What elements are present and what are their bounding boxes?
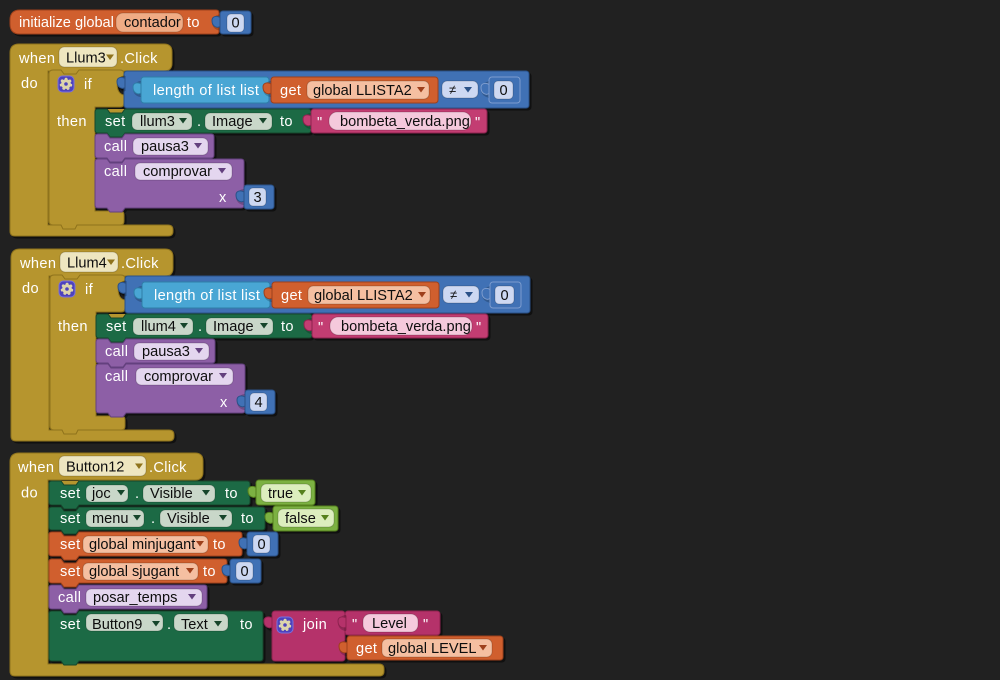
svg-text:when: when — [18, 51, 55, 67]
svg-text:to: to — [225, 486, 238, 502]
svg-text:call: call — [104, 139, 127, 155]
svg-text:length of list: length of list — [153, 83, 236, 99]
svg-text:call: call — [105, 369, 128, 385]
svg-text:when: when — [19, 256, 56, 272]
svg-text:set: set — [60, 617, 81, 633]
svg-text:global minjugant: global minjugant — [89, 537, 195, 553]
svg-text:≠: ≠ — [450, 287, 457, 302]
svg-text:bombeta_verda.png: bombeta_verda.png — [341, 319, 471, 335]
svg-text:": " — [423, 617, 429, 633]
svg-text:comprovar: comprovar — [144, 369, 213, 385]
svg-text:Visible: Visible — [150, 486, 193, 502]
svg-text:if: if — [84, 77, 93, 93]
svg-text:bombeta_verda.png: bombeta_verda.png — [340, 114, 470, 130]
svg-text:": " — [476, 320, 482, 336]
svg-text:0: 0 — [501, 288, 509, 304]
svg-text:.Click: .Click — [120, 51, 158, 67]
svg-text:call: call — [105, 344, 128, 360]
svg-text:llum3: llum3 — [140, 114, 175, 130]
svg-text:0: 0 — [258, 537, 266, 553]
svg-text:4: 4 — [255, 395, 263, 411]
svg-text:": " — [352, 617, 358, 633]
svg-text:global LLISTA2: global LLISTA2 — [313, 83, 412, 99]
svg-text:Button9: Button9 — [92, 617, 142, 633]
svg-text:set: set — [60, 486, 81, 502]
svg-text:Image: Image — [213, 319, 254, 335]
svg-text:set: set — [60, 537, 81, 553]
svg-text:x: x — [220, 395, 228, 411]
svg-text:call: call — [104, 164, 127, 180]
svg-text:do: do — [21, 486, 38, 502]
svg-text:when: when — [17, 460, 54, 476]
svg-text:": " — [317, 115, 323, 131]
svg-text:to: to — [241, 511, 254, 527]
svg-text:to: to — [203, 564, 216, 580]
svg-text:Visible: Visible — [167, 511, 210, 527]
svg-text:3: 3 — [254, 190, 262, 206]
svg-text:0: 0 — [500, 83, 508, 99]
svg-text:false: false — [285, 511, 316, 527]
svg-text:Text: Text — [181, 617, 208, 633]
svg-text:comprovar: comprovar — [143, 164, 212, 180]
svg-text:then: then — [57, 114, 87, 130]
svg-text:.: . — [135, 486, 139, 502]
svg-text:global sjugant: global sjugant — [89, 564, 179, 580]
svg-text:to: to — [240, 617, 253, 633]
svg-text:.Click: .Click — [121, 256, 159, 272]
svg-text:0: 0 — [241, 564, 249, 580]
svg-text:pausa3: pausa3 — [141, 139, 189, 155]
svg-text:then: then — [58, 319, 88, 335]
svg-text:call: call — [58, 590, 81, 606]
svg-text:": " — [475, 115, 481, 131]
svg-text:set: set — [106, 319, 127, 335]
svg-text:get: get — [356, 641, 377, 657]
svg-text:Llum4: Llum4 — [67, 256, 107, 272]
svg-text:joc: joc — [91, 486, 111, 502]
svg-text:set: set — [105, 114, 126, 130]
svg-text:.: . — [197, 114, 201, 130]
svg-text:Llum3: Llum3 — [66, 51, 106, 67]
svg-text:.: . — [167, 617, 171, 633]
svg-text:.: . — [198, 319, 202, 335]
svg-text:set: set — [60, 511, 81, 527]
svg-text:list: list — [241, 288, 260, 304]
svg-text:.: . — [151, 511, 155, 527]
svg-text:≠: ≠ — [449, 82, 456, 97]
svg-text:Button12: Button12 — [66, 460, 124, 476]
svg-text:get: get — [281, 288, 302, 304]
svg-text:Level: Level — [372, 616, 407, 632]
svg-text:initialize global: initialize global — [19, 15, 114, 31]
svg-text:posar_temps: posar_temps — [93, 590, 177, 606]
svg-text:list: list — [240, 83, 259, 99]
svg-text:menu: menu — [92, 511, 129, 527]
svg-text:get: get — [280, 83, 301, 99]
svg-text:set: set — [60, 564, 81, 580]
svg-text:to: to — [280, 114, 293, 130]
svg-text:true: true — [268, 486, 293, 502]
svg-text:": " — [318, 320, 324, 336]
svg-text:x: x — [219, 190, 227, 206]
svg-text:.Click: .Click — [149, 460, 187, 476]
svg-text:global LLISTA2: global LLISTA2 — [314, 288, 413, 304]
svg-text:do: do — [21, 76, 38, 92]
svg-text:join: join — [302, 617, 327, 633]
svg-text:to: to — [187, 15, 200, 31]
svg-text:Image: Image — [212, 114, 253, 130]
svg-text:to: to — [281, 319, 294, 335]
svg-text:pausa3: pausa3 — [142, 344, 190, 360]
svg-text:0: 0 — [232, 16, 240, 32]
svg-text:do: do — [22, 281, 39, 297]
svg-text:global LEVEL: global LEVEL — [388, 641, 476, 657]
svg-text:length of list: length of list — [154, 288, 237, 304]
svg-text:contador: contador — [124, 15, 181, 31]
svg-text:llum4: llum4 — [141, 319, 176, 335]
svg-text:if: if — [85, 282, 94, 298]
svg-text:to: to — [213, 537, 226, 553]
